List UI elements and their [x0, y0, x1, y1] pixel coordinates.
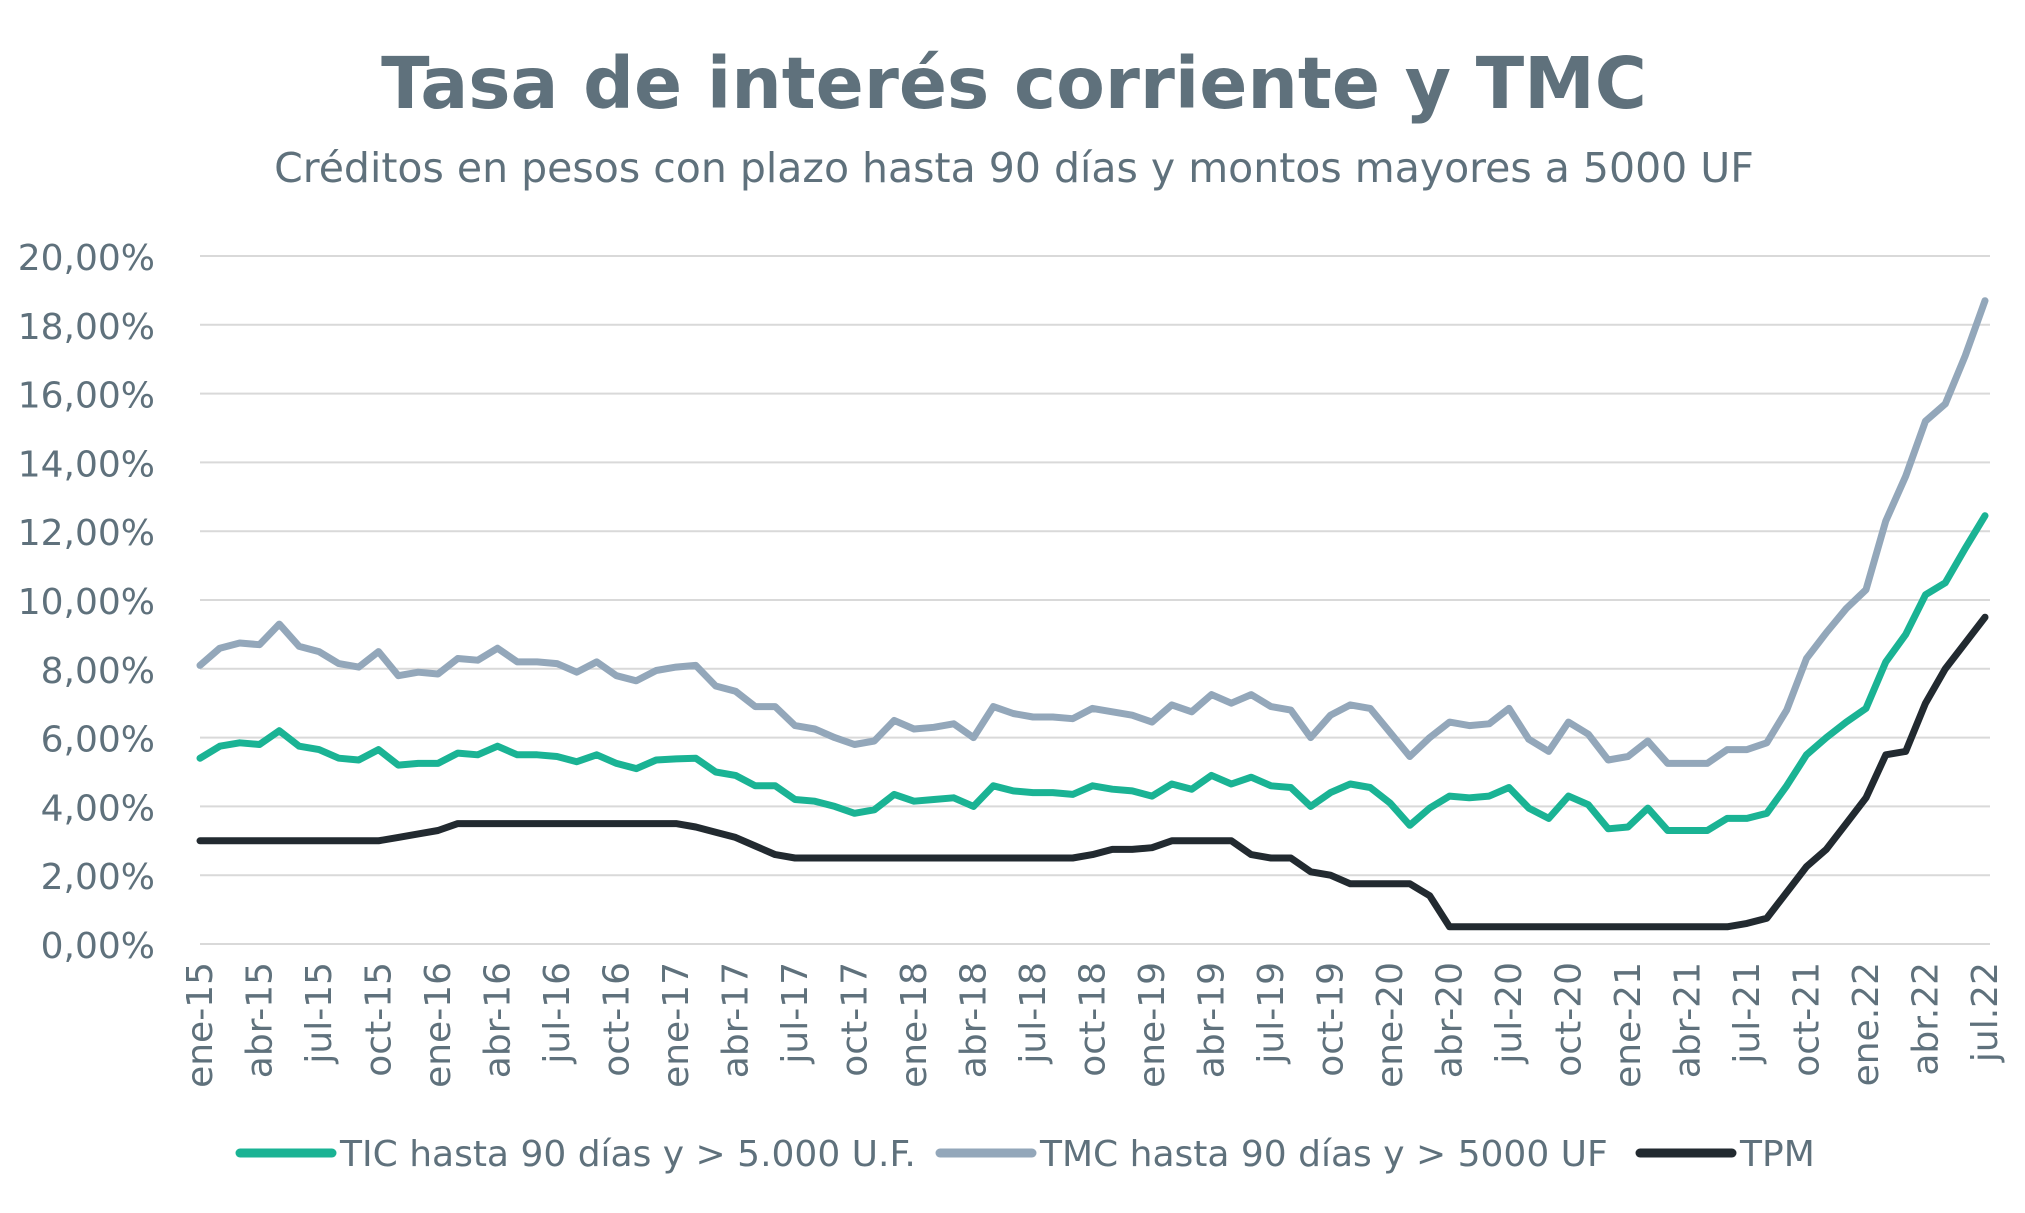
x-tick-label: abr-16 — [478, 962, 519, 1078]
gridlines — [200, 255, 1990, 945]
y-tick-label: 14,00% — [18, 444, 155, 485]
x-axis-tick-labels: ene-15 abr-15 jul-15 oct-15 ene-16 abr-16 jul-… — [180, 962, 2006, 1088]
x-tick-label: jul-20 — [1489, 962, 1530, 1065]
series-lines — [196, 297, 1989, 931]
x-tick-label: oct-16 — [597, 962, 638, 1077]
x-tick-label: abr-21 — [1668, 962, 1709, 1078]
chart-subtitle: Créditos en pesos con plazo hasta 90 día… — [274, 144, 1754, 192]
x-tick-label: jul.22 — [1965, 962, 2006, 1063]
x-tick-label: oct-19 — [1311, 962, 1352, 1077]
x-tick-label: jul-15 — [299, 962, 340, 1065]
x-tick-label: abr-17 — [716, 962, 757, 1078]
x-tick-label: jul-17 — [775, 962, 816, 1065]
x-tick-label: oct-17 — [835, 962, 876, 1077]
x-tick-label: ene-16 — [418, 962, 459, 1088]
x-tick-label: oct-18 — [1073, 962, 1114, 1077]
x-tick-label: oct-20 — [1549, 962, 1590, 1077]
x-tick-label: ene.22 — [1846, 962, 1887, 1086]
x-tick-label: ene-17 — [656, 962, 697, 1088]
x-tick-label: ene-20 — [1370, 962, 1411, 1088]
y-tick-label: 12,00% — [18, 513, 155, 554]
x-tick-label: ene-19 — [1132, 962, 1173, 1088]
y-tick-label: 4,00% — [41, 788, 155, 829]
y-tick-label: 20,00% — [18, 238, 155, 279]
y-tick-label: 6,00% — [41, 720, 155, 761]
y-tick-label: 8,00% — [41, 651, 155, 692]
x-tick-label: abr.22 — [1906, 962, 1947, 1076]
series-line-2 — [196, 613, 1989, 931]
y-axis-tick-labels: 0,00% 2,00% 4,00% 6,00% 8,00% 10,00% 12,00% 14,… — [18, 238, 155, 967]
chart-title: Tasa de interés corriente y TMC — [381, 42, 1647, 125]
legend-label-1: TMC hasta 90 días y > 5000 UF — [1039, 1134, 1608, 1175]
x-tick-label: jul-18 — [1013, 962, 1054, 1065]
x-tick-label: jul-16 — [537, 962, 578, 1065]
legend-label-2: TPM — [1739, 1134, 1815, 1175]
x-tick-label: ene-15 — [180, 962, 221, 1088]
x-tick-label: abr-18 — [954, 962, 995, 1078]
legend-label-0: TIC hasta 90 días y > 5.000 U.F. — [339, 1134, 916, 1175]
series-line-1 — [196, 297, 1989, 767]
x-tick-label: oct-21 — [1787, 962, 1828, 1077]
y-tick-label: 18,00% — [18, 307, 155, 348]
x-tick-label: abr-20 — [1430, 962, 1471, 1078]
y-tick-label: 10,00% — [18, 582, 155, 623]
y-tick-label: 16,00% — [18, 376, 155, 417]
x-tick-label: jul-19 — [1251, 962, 1292, 1065]
x-tick-label: ene-21 — [1608, 962, 1649, 1088]
x-tick-label: ene-18 — [894, 962, 935, 1088]
y-tick-label: 0,00% — [41, 926, 155, 967]
x-tick-label: oct-15 — [359, 962, 400, 1077]
series-line-0 — [196, 512, 1989, 834]
x-tick-label: jul-21 — [1727, 962, 1768, 1065]
y-tick-label: 2,00% — [41, 857, 155, 898]
x-tick-label: abr-15 — [240, 962, 281, 1078]
x-tick-label: abr-19 — [1192, 962, 1233, 1078]
legend: TIC hasta 90 días y > 5.000 U.F. TMC hast… — [235, 1134, 1815, 1175]
